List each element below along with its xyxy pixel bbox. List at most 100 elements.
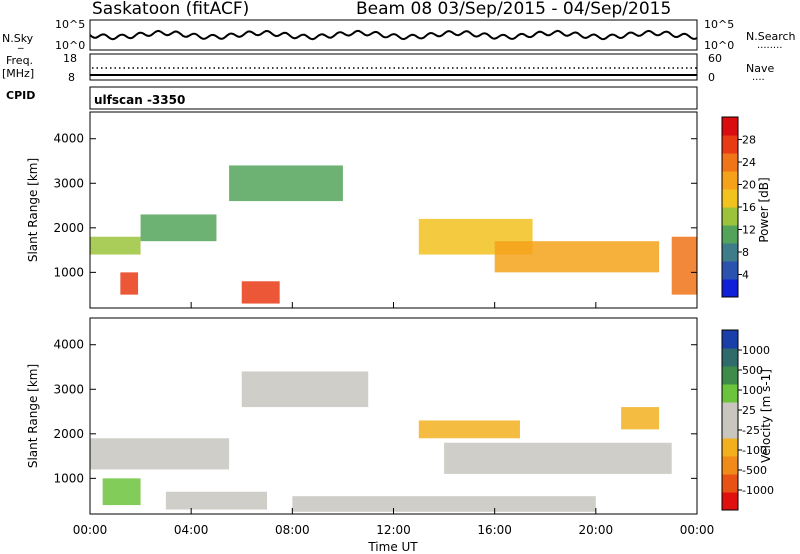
colorbar-tick-label: -1000	[742, 484, 774, 497]
colorbar-segment	[722, 279, 738, 298]
colorbar-segment	[722, 207, 738, 226]
y-tick-label: 3000	[53, 176, 84, 190]
velocity-region-1	[241, 371, 369, 408]
velocity-heatmap-panel: 1000 2000 3000 4000 Slant Range [km]	[26, 317, 698, 515]
colorbar-segment	[722, 456, 738, 475]
velocity-colorbar: 1000 500 100 25 -25 -100 -500 -1000	[721, 329, 774, 511]
power-colorbar-label: Power [dB]	[757, 177, 771, 242]
nave-tick-top: 60	[708, 52, 722, 65]
velocity-colorbar-label: Velocity [m s-1]	[759, 369, 773, 463]
colorbar-segment	[722, 402, 738, 421]
colorbar-segment	[722, 189, 738, 208]
y-tick-label: 3000	[53, 382, 84, 396]
nsky-marker: _	[17, 36, 24, 49]
x-tick-label: 16:00	[477, 523, 512, 537]
colorbar-tick-label: 25	[742, 404, 756, 417]
colorbar-tick-label: 1000	[742, 344, 770, 357]
y-tick-label: 1000	[53, 471, 84, 485]
noise-panel: N.Sky _ 10^5 10^0 10^5 10^0 N.Search ...…	[2, 18, 796, 52]
noise-tick-left-top: 10^5	[55, 18, 85, 31]
y-tick-label: 2000	[53, 427, 84, 441]
colorbar-frame	[721, 329, 739, 511]
velocity-region-4	[418, 420, 520, 439]
x-tick-label: 08:00	[275, 523, 310, 537]
noise-sky-trace	[89, 29, 698, 41]
colorbar-segment	[722, 171, 738, 190]
colorbar-segment	[722, 153, 738, 172]
freq-tick-top: 18	[63, 52, 77, 65]
nave-tick-bottom: 0	[708, 71, 715, 84]
colorbar-segment	[722, 474, 738, 493]
colorbar-tick-label: 8	[742, 246, 749, 259]
colorbar-tick-label: -500	[742, 464, 767, 477]
colorbar-tick-label: 28	[742, 134, 756, 147]
x-tick-label: 00:00	[73, 523, 108, 537]
velocity-y-axis-label: Slant Range [km]	[26, 364, 40, 468]
velocity-region-3	[165, 491, 268, 510]
velocity-region-5	[621, 407, 660, 430]
colorbar-segment	[722, 492, 738, 511]
colorbar-tick-label: -25	[742, 424, 760, 437]
velocity-region-0	[90, 438, 230, 470]
colorbar-tick-label: 500	[742, 364, 763, 377]
velocity-region-2	[102, 478, 141, 506]
power-colorbar: 28 24 20 16 12 8 4	[721, 116, 756, 298]
colorbar-segment	[722, 438, 738, 457]
x-tick-label: 20:00	[579, 523, 614, 537]
y-tick-label: 1000	[53, 265, 84, 279]
power-y-axis-label: Slant Range [km]	[26, 158, 40, 262]
colorbar-tick-label: 12	[742, 224, 756, 237]
power-region-2	[120, 272, 139, 295]
colorbar-segment	[722, 117, 738, 136]
colorbar-segment	[722, 243, 738, 262]
y-tick-label: 4000	[53, 132, 84, 146]
power-region-4	[229, 165, 343, 202]
x-tick-label: 12:00	[376, 523, 411, 537]
colorbar-tick-label: 24	[742, 156, 756, 169]
x-tick-label: 04:00	[174, 523, 209, 537]
nave-label: Nave	[746, 62, 774, 75]
colorbar-tick-label: 100	[742, 384, 763, 397]
x-tick-label: 00:00	[680, 523, 715, 537]
colorbar-segment	[722, 366, 738, 385]
power-region-0	[90, 236, 141, 255]
power-region-7	[671, 236, 697, 295]
noise-tick-right-top: 10^5	[704, 18, 734, 31]
freq-tick-bottom: 8	[68, 71, 75, 84]
velocity-region-6	[444, 442, 672, 474]
nsearch-label: N.Search	[746, 30, 796, 43]
colorbar-segment	[722, 225, 738, 244]
noise-tick-left-bottom: 10^0	[55, 39, 85, 52]
colorbar-segment	[722, 420, 738, 439]
power-heatmap-panel: 1000 2000 3000 4000 Slant Range [km]	[26, 111, 698, 309]
power-region-6	[494, 241, 660, 273]
beam-date-title: Beam 08 03/Sep/2015 - 04/Sep/2015	[356, 0, 671, 19]
scan-label: ulfscan -3350	[94, 93, 185, 107]
colorbar-tick-label: 20	[742, 179, 756, 192]
cpid-panel	[89, 86, 698, 110]
colorbar-segment	[722, 384, 738, 403]
colorbar-segment	[722, 348, 738, 367]
nsky-label: N.Sky	[2, 32, 34, 45]
colorbar-segment	[722, 330, 738, 349]
y-tick-label: 2000	[53, 221, 84, 235]
power-region-3	[241, 281, 280, 304]
colorbar-tick-label: 4	[742, 269, 749, 282]
y-tick-label: 4000	[53, 338, 84, 352]
freq-nave-panel: Freq. [MHz] 18 8 60 0 Nave ....	[2, 52, 774, 84]
freq-label-1: Freq.	[6, 54, 33, 67]
colorbar-segment	[722, 135, 738, 154]
colorbar-tick-label: -100	[742, 444, 767, 457]
noise-tick-right-bottom: 10^0	[704, 39, 734, 52]
nave-dots: ....	[752, 72, 765, 83]
x-axis-label: Time UT	[367, 540, 418, 554]
station-title: Saskatoon (fitACF)	[92, 0, 249, 19]
cpid-label: CPID	[6, 89, 35, 102]
power-region-1	[140, 214, 217, 242]
freq-label-2: [MHz]	[2, 67, 34, 80]
colorbar-segment	[722, 261, 738, 280]
nsearch-dots: ........	[757, 40, 782, 51]
colorbar-tick-label: 16	[742, 201, 756, 214]
velocity-region-7	[292, 496, 596, 512]
